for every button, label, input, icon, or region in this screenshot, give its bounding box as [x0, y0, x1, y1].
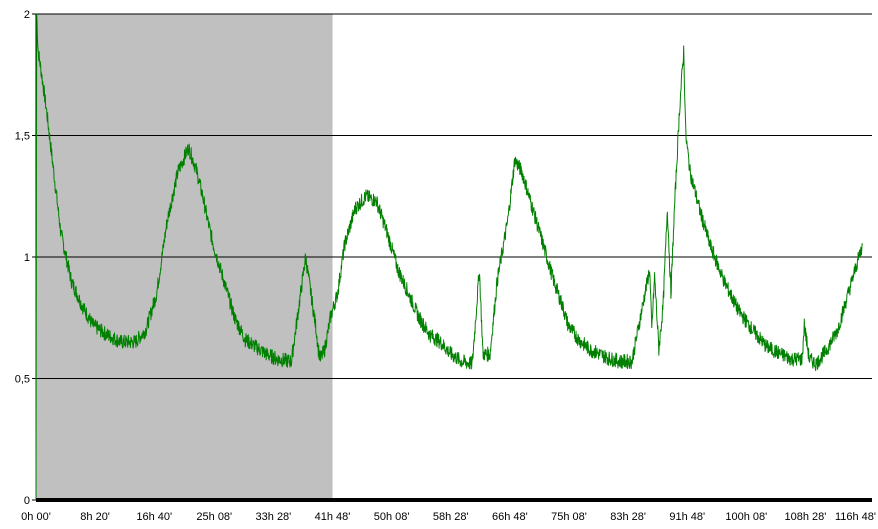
x-tick-label: 108h 28' [785, 511, 827, 523]
x-tick-label: 66h 48' [492, 511, 528, 523]
x-tick-label: 83h 28' [610, 511, 646, 523]
x-tick-label: 41h 48' [315, 511, 351, 523]
y-tick-label: 0,5 [15, 374, 30, 386]
y-tick-label: 1,5 [15, 131, 30, 143]
x-tick-label: 100h 08' [725, 511, 767, 523]
x-tick-label: 8h 20' [80, 511, 110, 523]
x-tick-label: 50h 08' [374, 511, 410, 523]
x-tick-label: 33h 28' [256, 511, 292, 523]
x-tick-label: 0h 00' [21, 511, 51, 523]
x-tick-label: 75h 08' [551, 511, 587, 523]
x-tick-label: 91h 48' [669, 511, 705, 523]
y-tick-label: 0 [24, 495, 30, 507]
x-tick-label: 16h 40' [136, 511, 172, 523]
x-tick-label: 25h 08' [196, 511, 232, 523]
y-tick-label: 2 [24, 9, 30, 21]
x-tick-label: 116h 48' [835, 511, 876, 523]
series-line-0 [35, 13, 863, 501]
y-tick-label: 1 [24, 252, 30, 264]
x-tick-label: 58h 28' [433, 511, 469, 523]
